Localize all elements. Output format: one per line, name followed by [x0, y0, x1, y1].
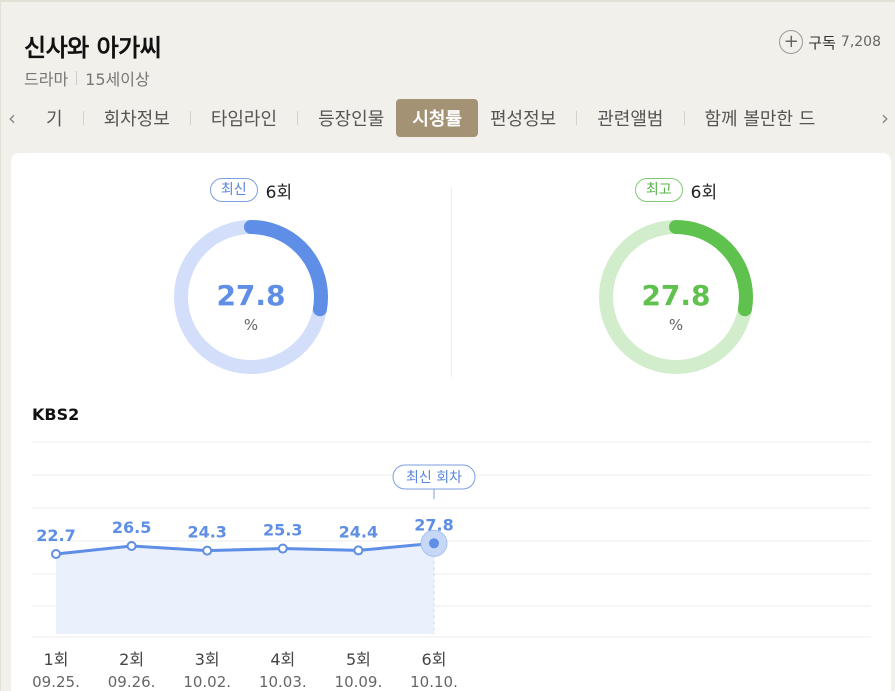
data-point: [429, 538, 439, 549]
gauge-arc: [174, 220, 328, 374]
latest-callout-label: 최신 회차: [406, 470, 462, 486]
data-label: 27.8: [414, 515, 453, 534]
series-line: [55, 541, 435, 556]
ratings-card: 최신 6회 27.8 % 최고 6회 27.8 % KBS2 22.7 1회 09.…: [11, 153, 891, 691]
x-date-label: 10.03.: [259, 673, 307, 691]
x-tick-label: 2회: [119, 650, 144, 669]
latest-badge: 최신: [209, 178, 258, 202]
tab-item[interactable]: 회차정보: [103, 109, 170, 130]
latest-value: 27.8: [216, 279, 285, 312]
x-tick-label: 4회: [270, 650, 295, 669]
drama-title: 신사와 아가씨: [24, 34, 162, 62]
data-label: 25.3: [263, 521, 302, 540]
chevron-right-icon[interactable]: ›: [881, 106, 889, 130]
latest-episode: 6회: [265, 182, 293, 203]
x-date-label: 10.09.: [335, 673, 383, 691]
best-value: 27.8: [641, 279, 710, 312]
x-tick-label: 1회: [44, 650, 69, 669]
tab-item[interactable]: 등장인물: [318, 109, 385, 130]
chevron-left-icon[interactable]: ‹: [8, 106, 16, 130]
x-date-label: 10.02.: [183, 673, 231, 691]
best-rating: 최고 6회 27.8 %: [526, 177, 826, 377]
gauge-arc: [599, 220, 753, 374]
data-label: 24.4: [339, 522, 378, 541]
age-rating: 15세이상: [85, 70, 150, 89]
drama-meta: 드라마 15세이상: [24, 66, 150, 90]
data-point: [126, 541, 137, 552]
data-point: [353, 545, 364, 556]
best-badge: 최고: [634, 178, 683, 202]
tab-item[interactable]: 타임라인: [210, 109, 278, 130]
meta-divider: [76, 71, 78, 85]
best-gauge: 27.8 %: [599, 220, 753, 374]
tab-item[interactable]: 함께 볼만한 드: [704, 109, 816, 130]
x-tick-label: 3회: [195, 650, 220, 669]
latest-unit: %: [244, 316, 258, 334]
network-label: KBS2: [32, 405, 80, 424]
x-date-label: 10.10.: [410, 673, 458, 691]
gauge-divider: [451, 187, 452, 377]
tab-divider: [297, 111, 299, 125]
x-date-label: 09.26.: [108, 673, 156, 691]
data-label: 24.3: [187, 523, 226, 542]
tab-item[interactable]: 관련앨범: [597, 109, 664, 130]
best-episode: 6회: [690, 182, 718, 203]
tab-list: 기 회차정보 타임라인 등장인물 시청률 편성정보 관련앨범 함께 볼만한 드: [34, 98, 865, 138]
subscriber-count: 7,208: [840, 34, 881, 50]
tab-divider: [82, 111, 84, 125]
data-point: [277, 543, 288, 554]
latest-rating: 최신 6회 27.8 %: [101, 177, 401, 377]
tab-item[interactable]: 편성정보: [490, 109, 557, 130]
ratings-chart: 22.7 1회 09.25. 26.5 2회 09.26. 24.3 3회 10.02. 25.3…: [32, 441, 871, 691]
x-tick-label: 5회: [346, 650, 371, 669]
data-label: 26.5: [112, 518, 151, 537]
plus-icon: +: [779, 30, 804, 54]
x-date-label: 09.25.: [32, 673, 80, 691]
x-tick-label: 6회: [422, 650, 447, 669]
subscribe-button[interactable]: + 구독 7,208: [779, 30, 881, 54]
tab-divider: [576, 111, 578, 125]
tab-item[interactable]: 시청률: [396, 99, 478, 137]
tab-bar: ‹ 기 회차정보 타임라인 등장인물 시청률 편성정보 관련앨범 함께 볼만한 드 ›: [0, 98, 895, 138]
chart-area: [56, 543, 434, 634]
tab-divider: [189, 111, 191, 125]
data-label: 22.7: [36, 526, 75, 545]
data-point: [51, 549, 61, 559]
subscribe-label: 구독: [808, 33, 836, 52]
genre-label: 드라마: [24, 70, 69, 89]
data-point: [202, 545, 213, 556]
latest-gauge: 27.8 %: [174, 220, 328, 374]
best-unit: %: [669, 316, 683, 334]
tab-divider: [683, 111, 685, 125]
tab-item[interactable]: 기: [46, 109, 63, 130]
